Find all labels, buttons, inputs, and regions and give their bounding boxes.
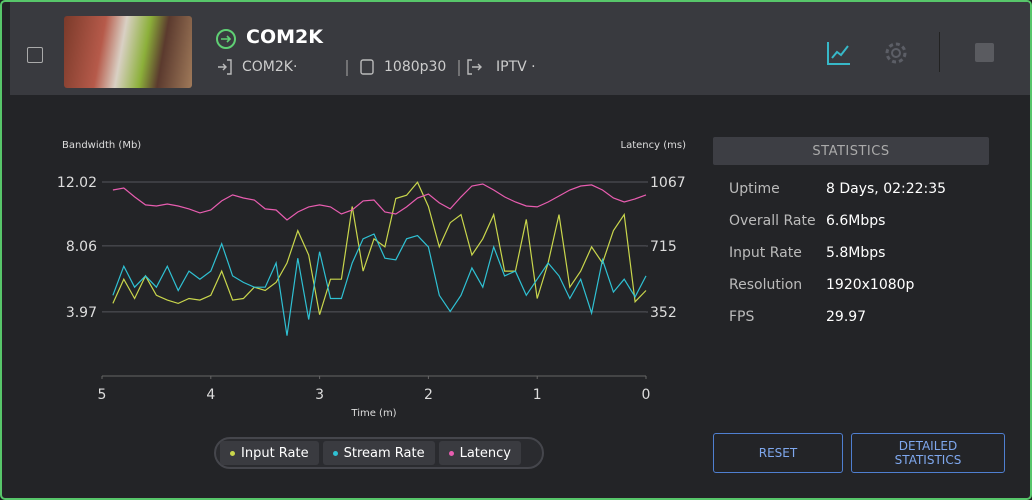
stat-value: 29.97 [826,309,867,325]
y-tick-label: 8.06 [66,239,97,255]
stat-value: 6.6Mbps [826,213,886,229]
x-tick-label: 5 [98,387,107,403]
video-thumbnail[interactable] [64,16,192,88]
info-icons [218,59,482,76]
y-tick-label: 3.97 [66,305,97,321]
chart: Bandwidth (Mb) Latency (ms) Time (m) 3.9… [57,140,687,419]
y-tick-label: 12.02 [57,175,97,191]
stat-label: Resolution [729,277,803,293]
x-tick-label: 2 [424,387,433,403]
legend-swatch [332,450,338,456]
stats-button[interactable] [826,40,852,66]
source-name: COM2K· [242,59,298,75]
y2-tick-label: 715 [650,239,677,255]
stats-title: STATISTICS [713,137,989,165]
legend-item[interactable]: Stream Rate [322,441,435,465]
y2-axis-label: Latency (ms) [621,140,687,151]
y2-tick-label: 352 [650,305,677,321]
y-axis-label: Bandwidth (Mb) [62,140,141,151]
series-line [112,181,647,315]
settings-button[interactable] [883,40,909,66]
series-line [112,233,647,336]
divider [939,32,940,72]
reset-button[interactable]: RESET [713,433,843,473]
x-axis-label: Time (m) [350,408,396,419]
x-tick-label: 1 [533,387,542,403]
legend-swatch [448,450,454,456]
x-tick-label: 3 [315,387,324,403]
y2-tick-label: 1067 [650,175,686,191]
x-tick-label: 4 [206,387,215,403]
header: COM2K COM2K· 1080p30 IPTV · [10,2,1030,95]
legend-swatch [230,450,235,456]
stat-value: 5.8Mbps [826,245,886,261]
stat-label: Input Rate [729,245,802,261]
series-line [112,183,647,221]
stat-label: Uptime [729,181,780,197]
device-title: COM2K [246,26,323,48]
resolution: 1080p30 [384,59,447,75]
output: IPTV · [496,59,536,75]
stat-value: 8 Days, 02:22:35 [826,181,947,197]
x-tick-label: 0 [642,387,651,403]
stat-label: FPS [729,309,755,325]
stat-value: 1920x1080p [826,277,915,293]
legend-label: Stream Rate [343,445,425,461]
status-icon [216,29,236,49]
legend: Input Rate Stream Rate Latency [214,437,544,469]
legend-item[interactable]: Latency [438,441,521,465]
legend-item[interactable]: Input Rate [220,441,319,465]
stat-label: Overall Rate [729,213,816,229]
stop-button[interactable] [975,43,994,62]
select-checkbox[interactable] [27,47,43,63]
legend-label: Latency [459,445,511,461]
detailed-stats-button[interactable]: DETAILED STATISTICS [851,433,1005,473]
legend-label: Input Rate [241,445,309,461]
